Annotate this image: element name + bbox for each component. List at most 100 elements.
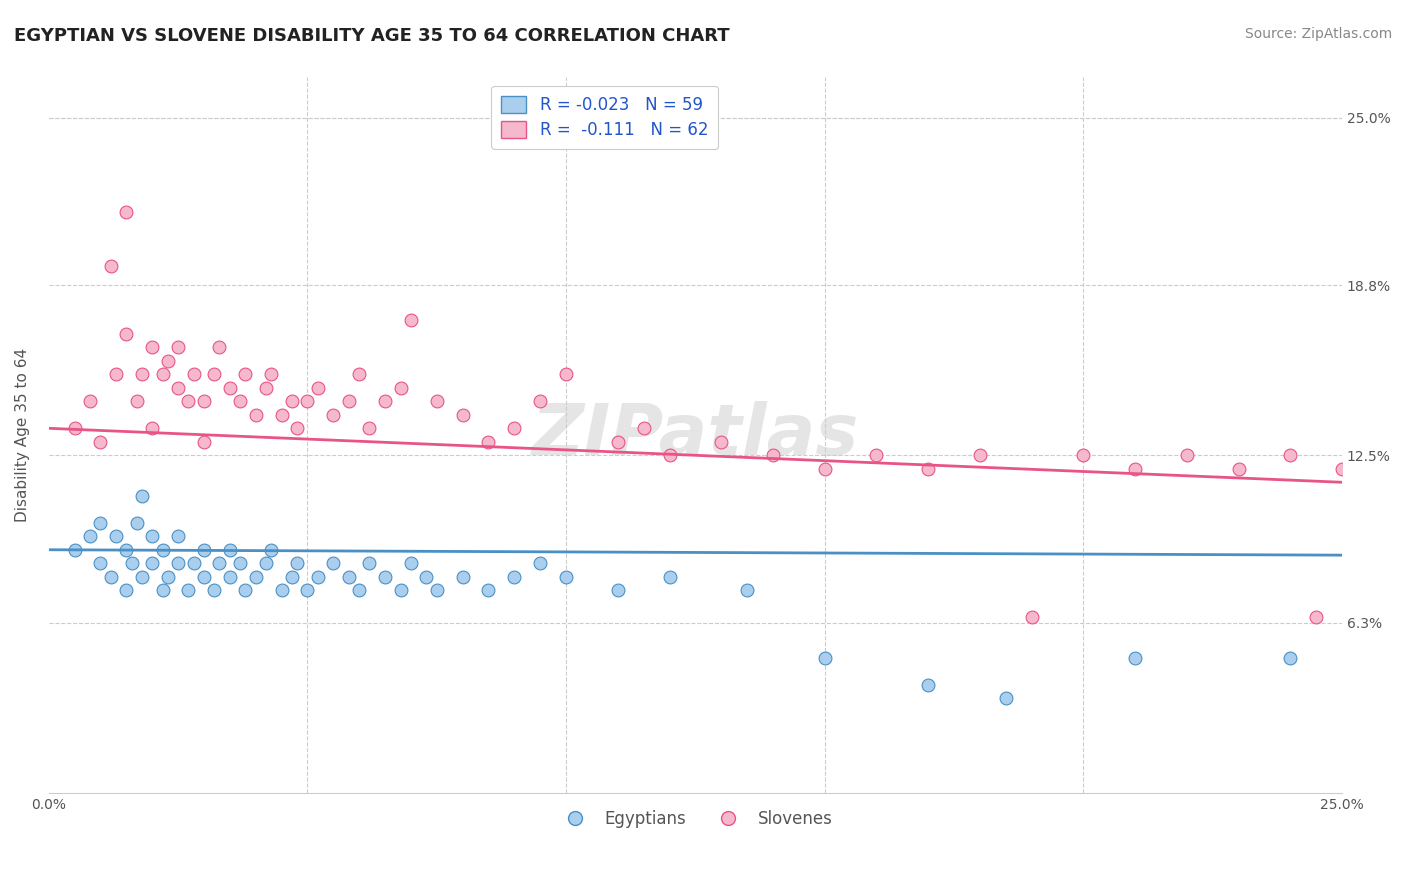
Point xyxy=(359,556,381,570)
Point xyxy=(63,542,86,557)
Point xyxy=(529,556,551,570)
Point xyxy=(1073,448,1095,462)
Point xyxy=(79,529,101,543)
Point xyxy=(254,556,277,570)
Point xyxy=(1175,448,1198,462)
Point xyxy=(245,570,267,584)
Point xyxy=(917,462,939,476)
Point xyxy=(1021,610,1043,624)
Point xyxy=(415,570,437,584)
Point xyxy=(254,381,277,395)
Point xyxy=(426,394,449,409)
Point xyxy=(1227,462,1250,476)
Point xyxy=(218,542,240,557)
Text: ZIPatlas: ZIPatlas xyxy=(531,401,859,469)
Point xyxy=(285,556,308,570)
Point xyxy=(814,462,837,476)
Point xyxy=(1305,610,1327,624)
Point xyxy=(177,394,200,409)
Point xyxy=(156,354,179,368)
Point xyxy=(389,381,412,395)
Point xyxy=(307,570,329,584)
Point xyxy=(131,489,153,503)
Point xyxy=(100,260,122,274)
Point xyxy=(167,340,190,354)
Point xyxy=(710,434,733,449)
Point xyxy=(322,556,344,570)
Point xyxy=(994,691,1017,706)
Point xyxy=(917,678,939,692)
Point xyxy=(229,394,252,409)
Point xyxy=(141,529,163,543)
Point xyxy=(281,394,304,409)
Point xyxy=(105,368,128,382)
Point xyxy=(202,368,225,382)
Point xyxy=(270,408,292,422)
Text: Source: ZipAtlas.com: Source: ZipAtlas.com xyxy=(1244,27,1392,41)
Point xyxy=(337,394,360,409)
Point xyxy=(969,448,991,462)
Point xyxy=(125,394,148,409)
Point xyxy=(156,570,179,584)
Point xyxy=(131,570,153,584)
Point xyxy=(359,421,381,435)
Point xyxy=(555,570,578,584)
Point xyxy=(141,340,163,354)
Point xyxy=(633,421,655,435)
Legend: Egyptians, Slovenes: Egyptians, Slovenes xyxy=(551,803,839,834)
Point xyxy=(115,205,138,219)
Point xyxy=(141,556,163,570)
Point xyxy=(100,570,122,584)
Point xyxy=(555,368,578,382)
Point xyxy=(658,448,681,462)
Point xyxy=(193,570,215,584)
Point xyxy=(115,583,138,598)
Point xyxy=(245,408,267,422)
Point xyxy=(347,583,370,598)
Point xyxy=(79,394,101,409)
Point xyxy=(89,516,111,530)
Point xyxy=(503,421,526,435)
Point xyxy=(606,583,628,598)
Point xyxy=(658,570,681,584)
Point xyxy=(762,448,785,462)
Point xyxy=(202,583,225,598)
Point xyxy=(183,368,205,382)
Point xyxy=(141,421,163,435)
Point xyxy=(606,434,628,449)
Point xyxy=(865,448,887,462)
Point xyxy=(260,542,283,557)
Point xyxy=(218,570,240,584)
Point xyxy=(131,368,153,382)
Point xyxy=(426,583,449,598)
Point xyxy=(347,368,370,382)
Point xyxy=(115,326,138,341)
Point xyxy=(152,583,174,598)
Point xyxy=(121,556,143,570)
Point xyxy=(193,394,215,409)
Y-axis label: Disability Age 35 to 64: Disability Age 35 to 64 xyxy=(15,348,30,522)
Point xyxy=(503,570,526,584)
Point xyxy=(208,556,231,570)
Point xyxy=(167,556,190,570)
Point xyxy=(208,340,231,354)
Point xyxy=(735,583,758,598)
Point xyxy=(218,381,240,395)
Point xyxy=(115,542,138,557)
Point xyxy=(399,556,422,570)
Point xyxy=(233,368,256,382)
Point xyxy=(193,434,215,449)
Point xyxy=(229,556,252,570)
Point xyxy=(297,583,319,598)
Point xyxy=(477,583,499,598)
Point xyxy=(285,421,308,435)
Point xyxy=(270,583,292,598)
Point xyxy=(399,313,422,327)
Point xyxy=(152,542,174,557)
Point xyxy=(374,570,396,584)
Point xyxy=(89,556,111,570)
Point xyxy=(183,556,205,570)
Point xyxy=(260,368,283,382)
Point xyxy=(89,434,111,449)
Point xyxy=(167,529,190,543)
